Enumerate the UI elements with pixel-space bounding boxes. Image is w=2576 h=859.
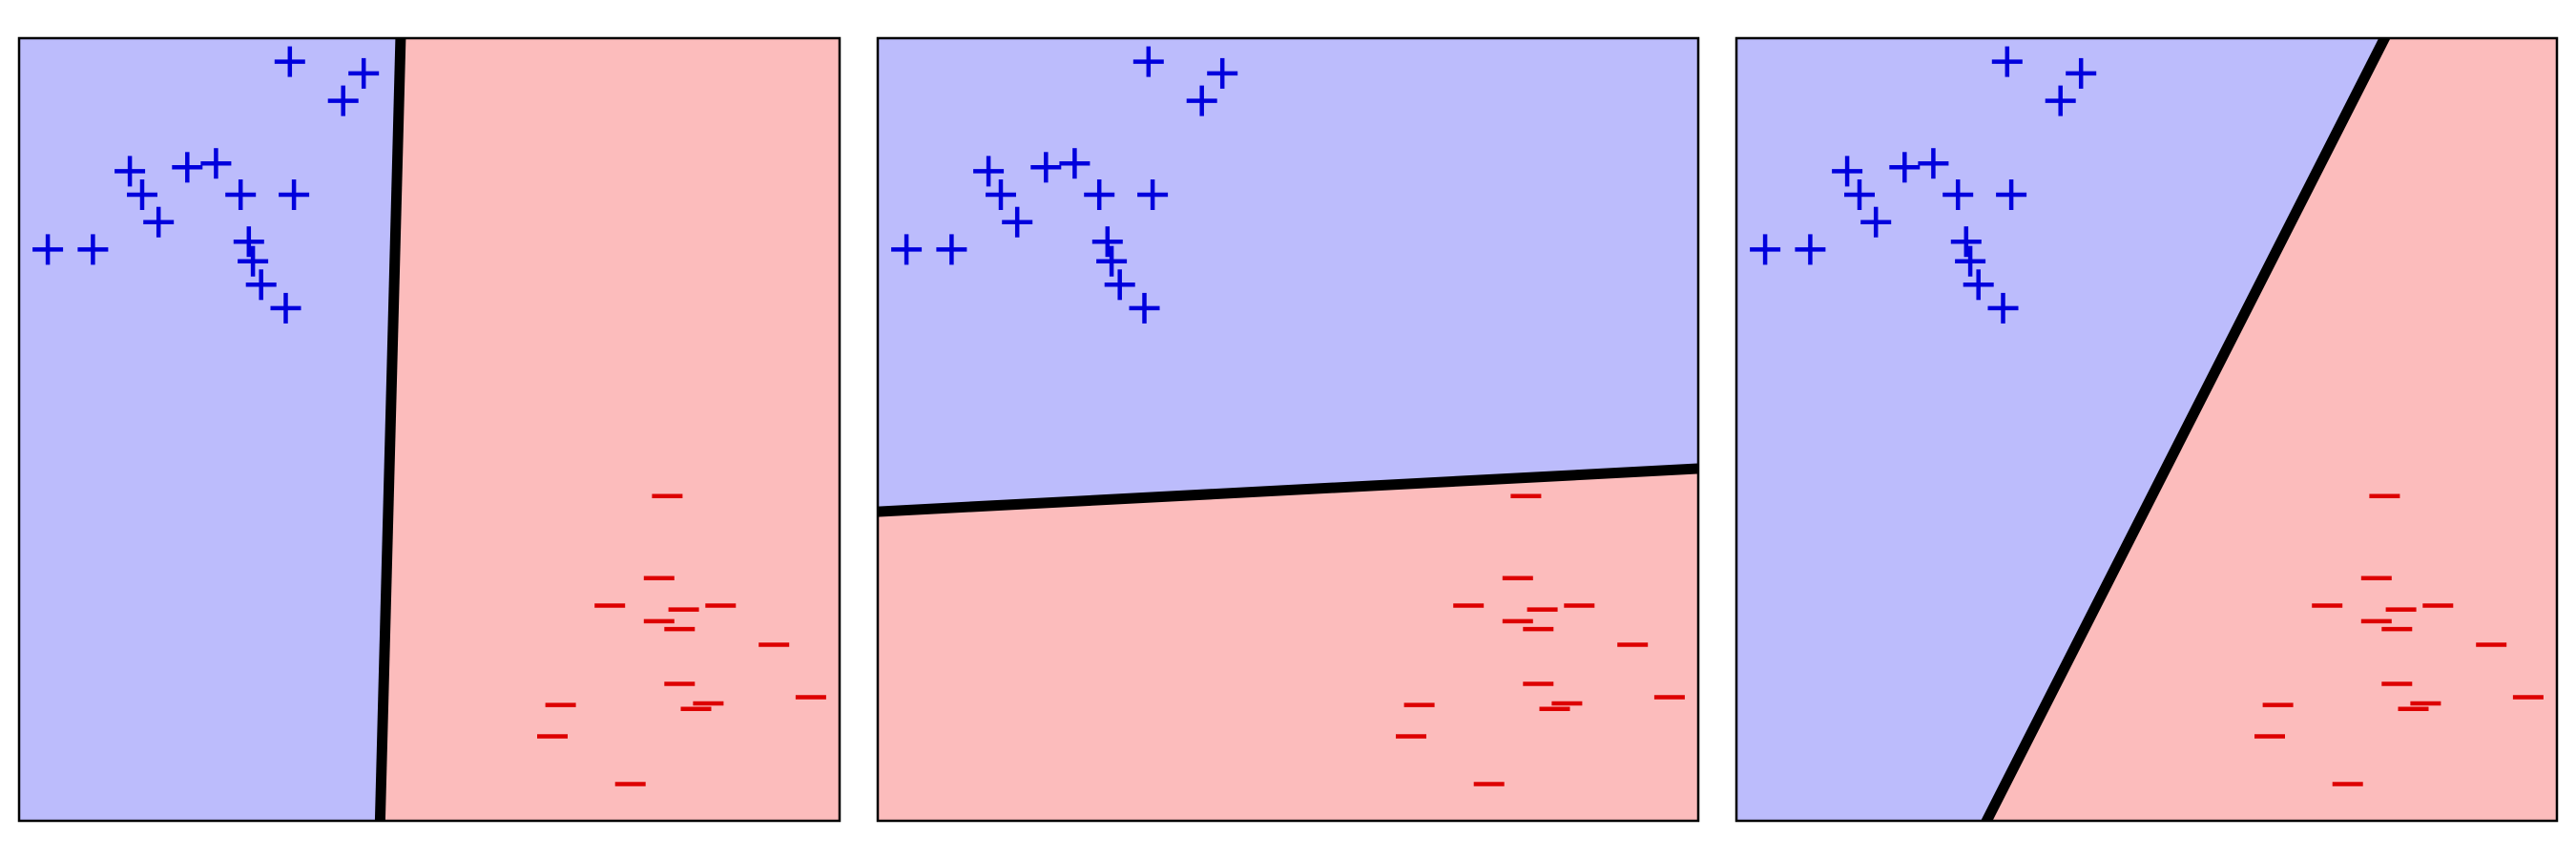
plus-marker (1096, 245, 1128, 277)
plus-marker (279, 179, 310, 210)
negative-points (2254, 493, 2544, 786)
plus-marker (327, 85, 359, 116)
plus-marker (1955, 245, 1986, 277)
negative-points (1396, 493, 1685, 786)
plus-marker (143, 206, 175, 238)
plus-marker (2066, 57, 2097, 89)
positive-region (878, 38, 1698, 513)
panel-frame (876, 36, 1700, 823)
positive-points (1750, 46, 2097, 324)
positive-region (19, 38, 401, 821)
plus-marker (127, 179, 157, 210)
negative-region (380, 38, 840, 821)
plus-marker (1918, 148, 1949, 179)
plus-marker (172, 152, 203, 183)
plus-marker (1091, 226, 1123, 258)
panel-frame (17, 36, 841, 823)
plus-marker (1186, 85, 1217, 116)
plus-marker (1129, 292, 1160, 324)
plus-marker (2045, 85, 2076, 116)
plus-marker (32, 234, 64, 265)
plus-marker (1942, 179, 1974, 210)
plus-marker (200, 148, 232, 179)
plus-marker (1137, 179, 1169, 210)
plus-marker (973, 156, 1005, 187)
decision-boundary-line (878, 463, 1698, 517)
plus-marker (1132, 46, 1164, 77)
plus-marker (1844, 179, 1875, 210)
plus-marker (1889, 152, 1921, 183)
plus-marker (348, 57, 380, 89)
plus-marker (1860, 206, 1892, 238)
plus-marker (1832, 156, 1863, 187)
plus-marker (1996, 179, 2027, 210)
plus-marker (1059, 148, 1091, 179)
plus-marker (1987, 292, 2019, 324)
plus-marker (986, 179, 1016, 210)
plus-marker (77, 234, 109, 265)
plus-marker (238, 245, 269, 277)
plus-marker (270, 292, 301, 324)
plus-marker (1104, 269, 1135, 301)
plus-marker (1030, 152, 1062, 183)
plus-marker (114, 156, 146, 187)
plus-marker (225, 179, 257, 210)
positive-points (32, 46, 380, 324)
decision-boundary-line (374, 38, 406, 821)
plus-marker (1207, 57, 1238, 89)
plus-marker (245, 269, 277, 301)
plus-marker (1950, 226, 1982, 258)
plus-marker (891, 234, 923, 265)
plus-marker (936, 234, 967, 265)
negative-points (537, 493, 826, 786)
plus-marker (1750, 234, 1781, 265)
plus-marker (233, 226, 264, 258)
panel-frame (1735, 36, 2559, 823)
negative-region (878, 468, 1698, 821)
plus-marker (1002, 206, 1033, 238)
plus-marker (1795, 234, 1826, 265)
plus-marker (274, 46, 305, 77)
plus-marker (1991, 46, 2023, 77)
positive-points (891, 46, 1238, 324)
plus-marker (1963, 269, 1994, 301)
plus-marker (1084, 179, 1115, 210)
